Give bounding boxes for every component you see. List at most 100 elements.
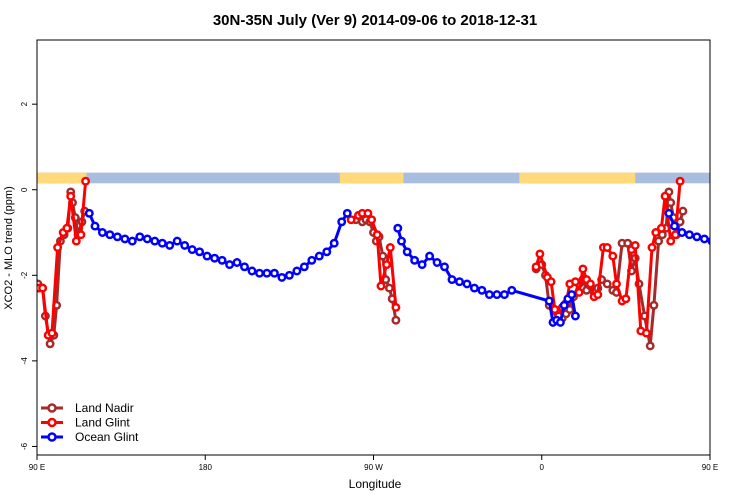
- data-point: [544, 296, 554, 306]
- data-point: [225, 260, 235, 270]
- data-point: [307, 255, 317, 265]
- data-point: [666, 236, 676, 246]
- legend-item: Ocean Glint: [41, 430, 139, 444]
- data-point: [391, 315, 401, 325]
- x-tick-label: 90 W: [364, 463, 383, 472]
- data-point: [602, 279, 612, 289]
- data-point: [574, 287, 584, 297]
- data-point: [531, 262, 541, 272]
- data-point: [684, 230, 694, 240]
- data-point: [641, 328, 651, 338]
- series-line: [38, 181, 88, 337]
- data-point: [384, 283, 394, 293]
- data-point: [322, 247, 332, 257]
- data-point: [314, 251, 324, 261]
- data-point: [217, 255, 227, 265]
- series-line: [350, 211, 398, 308]
- data-point: [507, 285, 517, 295]
- data-point: [402, 247, 412, 257]
- data-point: [363, 208, 373, 218]
- data-point: [342, 208, 352, 218]
- data-point: [746, 242, 750, 248]
- data-point: [90, 221, 100, 231]
- legend-label: Land Glint: [75, 416, 130, 430]
- data-point: [372, 230, 382, 240]
- legend-swatch-marker: [47, 432, 57, 442]
- data-point: [38, 283, 48, 293]
- data-point: [417, 260, 427, 270]
- data-point: [492, 290, 502, 300]
- data-point: [647, 243, 657, 252]
- data-point: [284, 270, 294, 280]
- data-point: [724, 236, 730, 242]
- x-tick-label: 180: [199, 463, 213, 472]
- series-layer: [37, 176, 750, 351]
- data-point: [593, 290, 603, 300]
- data-point: [165, 240, 175, 250]
- data-point: [425, 251, 435, 261]
- data-point: [432, 258, 442, 267]
- data-point: [666, 198, 676, 208]
- data-point: [535, 249, 545, 259]
- data-point: [739, 240, 745, 246]
- data-point: [440, 262, 449, 272]
- data-point: [645, 341, 655, 351]
- data-point: [277, 272, 287, 282]
- data-point: [382, 260, 392, 270]
- y-tick-label: -4: [20, 357, 29, 365]
- data-point: [269, 268, 279, 278]
- data-point: [570, 277, 580, 287]
- series-land-glint: [37, 176, 685, 340]
- y-axis-label: XCO2 - MLO trend (ppm): [3, 186, 15, 309]
- data-point: [651, 228, 661, 237]
- y-tick-label: 0: [20, 187, 29, 192]
- data-point: [612, 279, 621, 289]
- data-point: [53, 243, 63, 252]
- data-point: [299, 262, 309, 272]
- data-point: [391, 302, 401, 312]
- data-point: [142, 234, 152, 244]
- data-point: [699, 234, 709, 244]
- x-axis-label: Longitude: [349, 477, 402, 491]
- data-point: [66, 191, 76, 201]
- data-point: [578, 264, 588, 274]
- y-tick-label: -6: [20, 442, 29, 450]
- data-point: [499, 290, 509, 300]
- data-point: [240, 262, 249, 272]
- data-point: [97, 228, 107, 237]
- data-point: [292, 266, 302, 276]
- data-point: [462, 279, 472, 289]
- data-point: [660, 191, 670, 201]
- data-point: [447, 275, 457, 285]
- data-point: [692, 232, 702, 242]
- y-tick-label: -2: [20, 271, 29, 279]
- data-point: [187, 245, 197, 255]
- data-point: [656, 223, 666, 233]
- data-point: [678, 206, 688, 216]
- data-point: [649, 300, 659, 310]
- data-point: [195, 247, 205, 257]
- x-axis: 90 E 180 90 W 0 90 E: [29, 455, 718, 472]
- legend-label: Ocean Glint: [75, 430, 139, 444]
- data-point: [546, 277, 556, 287]
- data-point: [664, 208, 674, 218]
- data-point: [180, 240, 190, 250]
- data-point: [127, 236, 137, 246]
- data-point: [410, 255, 420, 265]
- data-point: [555, 317, 565, 327]
- legend-swatch-marker: [47, 403, 57, 413]
- data-point: [397, 236, 406, 246]
- data-point: [105, 230, 115, 240]
- land-band: [37, 172, 87, 184]
- data-point: [84, 208, 94, 218]
- data-point: [76, 230, 86, 240]
- data-point: [376, 281, 386, 291]
- data-point: [255, 268, 264, 278]
- x-tick-label: 0: [540, 463, 545, 472]
- data-point: [716, 234, 722, 240]
- data-point: [385, 243, 395, 252]
- data-point: [71, 236, 81, 246]
- data-point: [45, 339, 55, 349]
- data-point: [630, 240, 640, 250]
